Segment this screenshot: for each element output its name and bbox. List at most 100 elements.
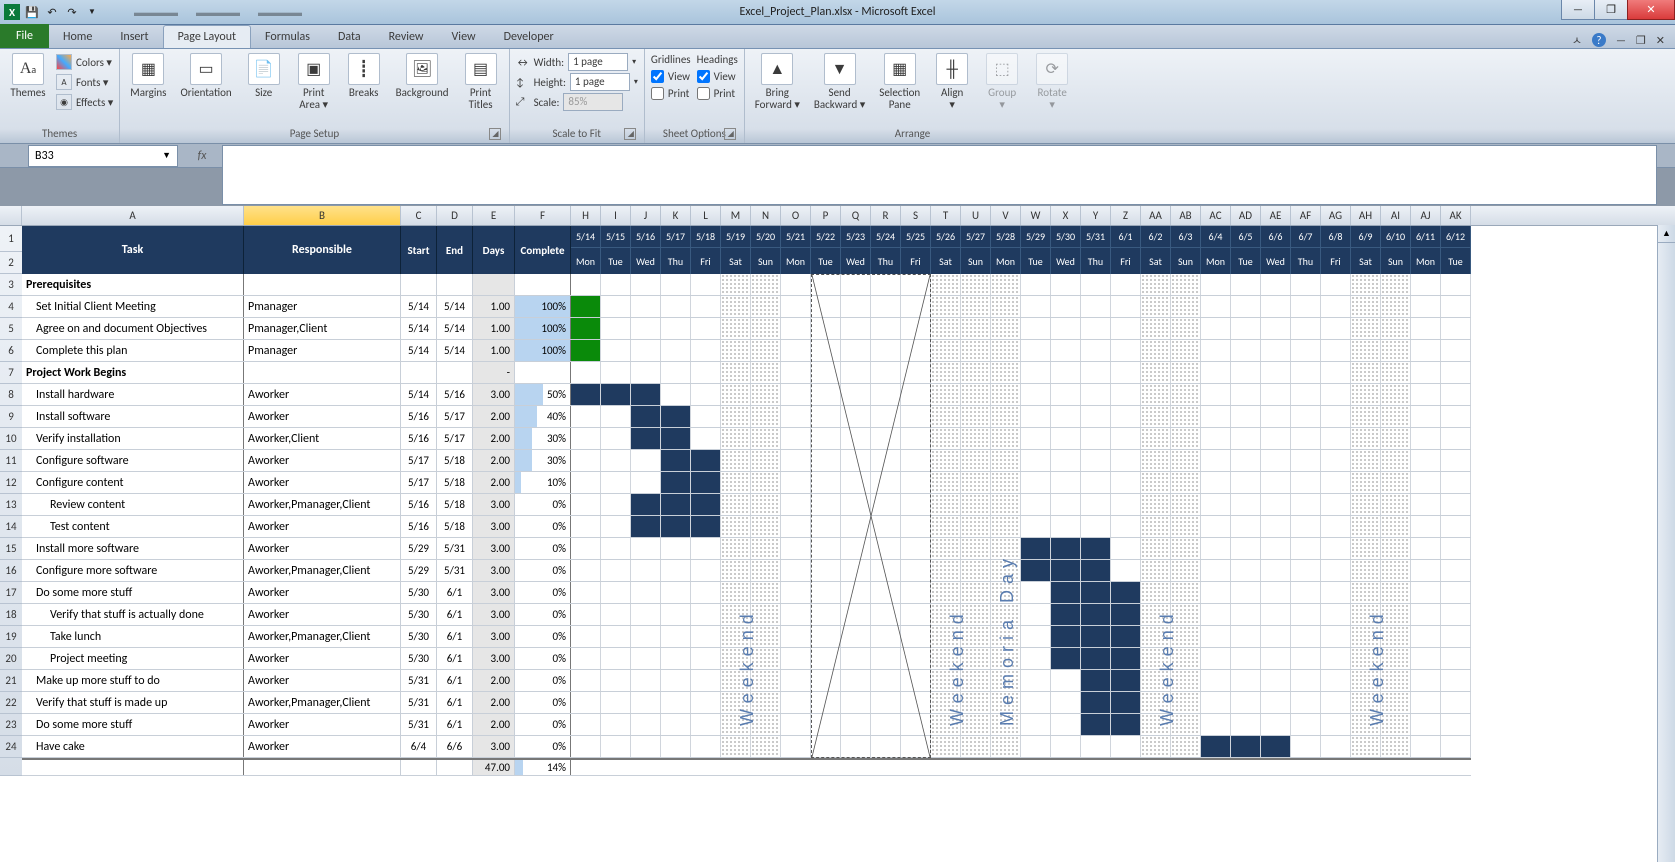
responsible-cell[interactable]: Aworker	[244, 714, 401, 735]
maximize-button[interactable]: ❐	[1594, 0, 1628, 20]
complete-cell[interactable]: 0%	[515, 692, 571, 713]
end-cell[interactable]: 6/1	[437, 626, 473, 647]
qat-dropdown-icon[interactable]: ▼	[84, 4, 100, 20]
responsible-cell[interactable]: Aworker	[244, 538, 401, 559]
responsible-cell[interactable]	[244, 274, 401, 295]
task-cell[interactable]: Install hardware	[22, 384, 244, 405]
send-backward-button[interactable]: ▼Send Backward ▾	[810, 51, 869, 113]
tab-formulas[interactable]: Formulas	[251, 26, 324, 48]
tab-view[interactable]: View	[438, 26, 490, 48]
theme-effects-button[interactable]: ◉Effects ▾	[56, 93, 113, 111]
end-cell[interactable]: 5/14	[437, 340, 473, 361]
task-cell[interactable]: Review content	[22, 494, 244, 515]
task-cell[interactable]: Do some more stuff	[22, 714, 244, 735]
start-cell[interactable]: 5/31	[401, 670, 437, 691]
col-header[interactable]: AK	[1441, 206, 1471, 225]
task-cell[interactable]: Complete this plan	[22, 340, 244, 361]
start-cell[interactable]: 5/16	[401, 406, 437, 427]
col-header[interactable]: AC	[1201, 206, 1231, 225]
tab-data[interactable]: Data	[324, 26, 375, 48]
task-cell[interactable]: Take lunch	[22, 626, 244, 647]
days-cell[interactable]: 2.00	[473, 406, 515, 427]
width-spinner[interactable]: 1 page	[568, 53, 628, 71]
task-cell[interactable]: Do some more stuff	[22, 582, 244, 603]
headings-print-checkbox[interactable]: Print	[697, 87, 738, 100]
complete-cell[interactable]: 0%	[515, 626, 571, 647]
task-cell[interactable]: Verify installation	[22, 428, 244, 449]
responsible-cell[interactable]: Aworker	[244, 604, 401, 625]
selection-pane-button[interactable]: ▦Selection Pane	[875, 51, 924, 113]
margins-button[interactable]: ▦Margins	[126, 51, 170, 101]
complete-cell[interactable]: 0%	[515, 714, 571, 735]
gridlines-print-checkbox[interactable]: Print	[651, 87, 691, 100]
responsible-cell[interactable]	[244, 362, 401, 383]
complete-cell[interactable]: 0%	[515, 648, 571, 669]
task-cell[interactable]: Agree on and document Objectives	[22, 318, 244, 339]
complete-cell[interactable]: 50%	[515, 384, 571, 405]
start-cell[interactable]: 5/16	[401, 494, 437, 515]
minimize-button[interactable]: —	[1561, 0, 1595, 20]
sheet-options-dialog-icon[interactable]: ◢	[724, 128, 736, 140]
days-cell[interactable]: 3.00	[473, 648, 515, 669]
days-cell[interactable]: 2.00	[473, 692, 515, 713]
formula-input[interactable]	[222, 145, 1657, 205]
task-cell[interactable]: Install software	[22, 406, 244, 427]
bring-forward-button[interactable]: ▲Bring Forward ▾	[751, 51, 804, 113]
redo-icon[interactable]: ↷	[64, 4, 80, 20]
doc-close-icon[interactable]: ✕	[1656, 34, 1665, 47]
responsible-cell[interactable]: Aworker	[244, 516, 401, 537]
start-cell[interactable]	[401, 362, 437, 383]
col-header[interactable]: AG	[1321, 206, 1351, 225]
page-setup-dialog-icon[interactable]: ◢	[489, 128, 501, 140]
days-cell[interactable]: 1.00	[473, 340, 515, 361]
tab-review[interactable]: Review	[375, 26, 438, 48]
col-header[interactable]: U	[961, 206, 991, 225]
complete-cell[interactable]: 30%	[515, 450, 571, 471]
complete-cell[interactable]	[515, 274, 571, 295]
print-titles-button[interactable]: ▤Print Titles	[459, 51, 503, 113]
start-cell[interactable]: 5/14	[401, 340, 437, 361]
col-header[interactable]: AA	[1141, 206, 1171, 225]
scale-dialog-icon[interactable]: ◢	[624, 128, 636, 140]
days-cell[interactable]: 3.00	[473, 582, 515, 603]
responsible-cell[interactable]: Aworker,Pmanager,Client	[244, 560, 401, 581]
col-header[interactable]: I	[601, 206, 631, 225]
start-cell[interactable]: 5/30	[401, 582, 437, 603]
complete-cell[interactable]: 0%	[515, 670, 571, 691]
tab-insert[interactable]: Insert	[106, 26, 162, 48]
days-cell[interactable]: 3.00	[473, 516, 515, 537]
col-header[interactable]: AJ	[1411, 206, 1441, 225]
col-header[interactable]: AH	[1351, 206, 1381, 225]
col-header[interactable]: J	[631, 206, 661, 225]
days-cell[interactable]: 2.00	[473, 428, 515, 449]
complete-cell[interactable]: 0%	[515, 560, 571, 581]
responsible-cell[interactable]: Pmanager,Client	[244, 318, 401, 339]
background-button[interactable]: 🖼Background	[392, 51, 453, 101]
task-cell[interactable]: Configure content	[22, 472, 244, 493]
complete-cell[interactable]: 100%	[515, 340, 571, 361]
complete-cell[interactable]: 0%	[515, 494, 571, 515]
height-spinner[interactable]: 1 page	[570, 73, 630, 91]
responsible-cell[interactable]: Aworker	[244, 384, 401, 405]
col-header[interactable]: O	[781, 206, 811, 225]
align-button[interactable]: ╫Align ▾	[930, 51, 974, 113]
headings-view-checkbox[interactable]: View	[697, 70, 738, 83]
task-cell[interactable]: Test content	[22, 516, 244, 537]
tab-home[interactable]: Home	[49, 26, 106, 48]
orientation-button[interactable]: ▭Orientation	[176, 51, 235, 101]
save-icon[interactable]: 💾	[24, 4, 40, 20]
responsible-cell[interactable]: Aworker	[244, 582, 401, 603]
days-cell[interactable]: 3.00	[473, 384, 515, 405]
complete-cell[interactable]: 10%	[515, 472, 571, 493]
themes-button[interactable]: Aa Themes	[6, 51, 50, 101]
start-cell[interactable]	[401, 274, 437, 295]
col-header[interactable]: AB	[1171, 206, 1201, 225]
group-button[interactable]: ⬚Group ▾	[980, 51, 1024, 113]
minimize-ribbon-icon[interactable]: ㅅ	[1572, 32, 1582, 48]
days-cell[interactable]	[473, 274, 515, 295]
start-cell[interactable]: 5/29	[401, 538, 437, 559]
vertical-scrollbar[interactable]: ▲	[1657, 225, 1675, 862]
tab-developer[interactable]: Developer	[490, 26, 568, 48]
days-cell[interactable]: 2.00	[473, 714, 515, 735]
start-cell[interactable]: 5/30	[401, 604, 437, 625]
